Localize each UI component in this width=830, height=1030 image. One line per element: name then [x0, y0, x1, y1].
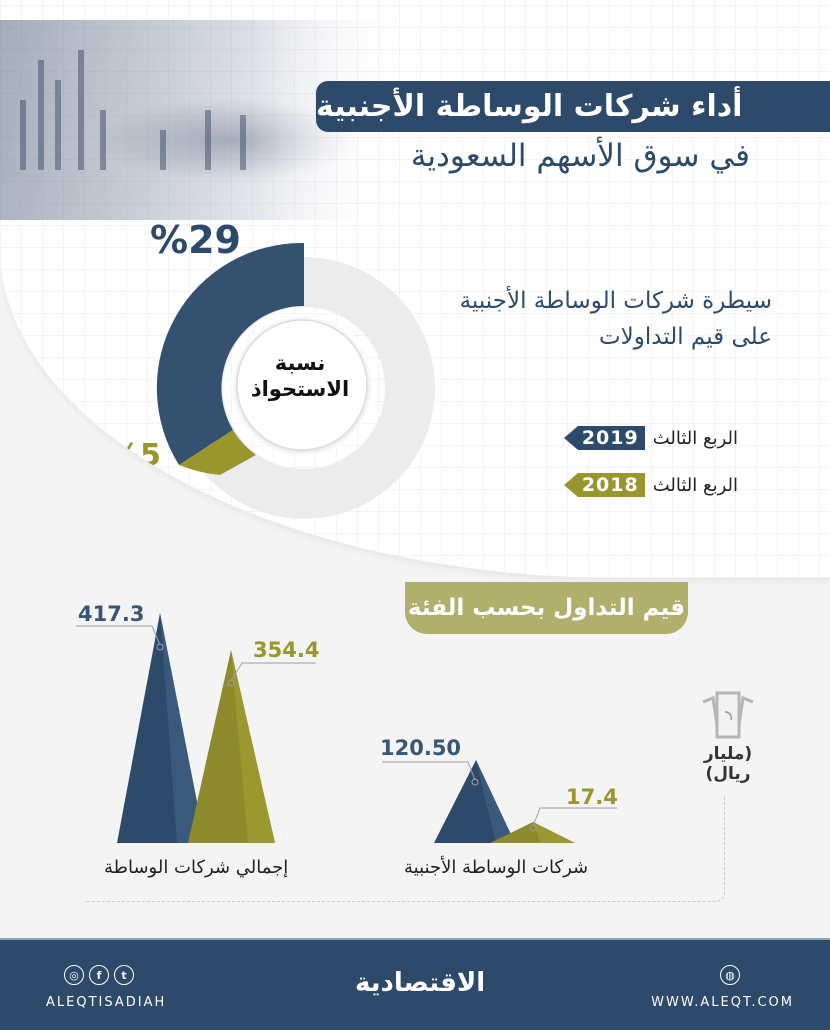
- donut-segment-2019: [156, 242, 304, 465]
- legend-label: الربع الثالث: [652, 474, 738, 496]
- legend-year-tag: 2019: [563, 426, 645, 450]
- unit-indicator: (مليار ريال): [683, 690, 773, 784]
- legend-year-tag: 2018: [563, 473, 645, 497]
- instagram-icon[interactable]: ◎: [64, 965, 84, 985]
- title-banner: أداء شركات الوساطة الأجنبية: [316, 81, 830, 132]
- value-total-2018: 354.4: [253, 638, 319, 662]
- section-title: قيم التداول بحسب الفئة: [405, 582, 688, 634]
- social-links: ◎ f t: [64, 965, 134, 985]
- donut-value-2018: %5: [110, 438, 161, 473]
- legend-label: الربع الثالث: [652, 427, 738, 449]
- footer: ◎ f t ALEQTISADIAH الاقتصادية ◍ WWW.ALEQ…: [0, 938, 830, 1030]
- page-subtitle: في سوق الأسهم السعودية: [410, 138, 750, 174]
- value-foreign-2018: 17.4: [566, 785, 618, 809]
- bar-chart: 417.3 354.4 120.50 17.4: [76, 602, 618, 843]
- dashed-guide: [85, 796, 725, 902]
- donut-segment-2018: [179, 430, 256, 475]
- legend-item-2018: الربع الثالث 2018: [563, 473, 738, 497]
- donut-chart: [156, 242, 435, 519]
- info-line2: على قيم التداولات: [598, 324, 772, 350]
- donut-value-2019: %29: [150, 218, 241, 262]
- donut-center-label: نسبة الاستحواذ: [240, 350, 360, 402]
- unit-label: (مليار ريال): [703, 744, 753, 784]
- center-label-line1: نسبة: [274, 351, 326, 375]
- banknotes-icon: [702, 691, 754, 739]
- category-label-total: إجمالي شركات الوساطة: [104, 857, 289, 878]
- page-title: أداء شركات الوساطة الأجنبية: [316, 89, 743, 124]
- legend-item-2019: الربع الثالث 2019: [563, 426, 738, 450]
- website-link[interactable]: WWW.ALEQT.COM: [651, 995, 794, 1010]
- facebook-icon[interactable]: f: [89, 965, 109, 985]
- social-handle[interactable]: ALEQTISADIAH: [46, 995, 167, 1010]
- value-foreign-2019: 120.50: [380, 736, 461, 760]
- top-panel: أداء شركات الوساطة الأجنبية في سوق الأسه…: [0, 0, 830, 578]
- brand-logo: الاقتصادية: [355, 968, 486, 998]
- center-label-line2: الاستحواذ: [250, 377, 350, 401]
- donut-info-title: سيطرة شركات الوساطة الأجنبية على قيم الت…: [392, 283, 772, 355]
- value-total-2019: 417.3: [78, 602, 144, 626]
- category-label-foreign: شركات الوساطة الأجنبية: [404, 857, 589, 878]
- info-line1: سيطرة شركات الوساطة الأجنبية: [459, 288, 772, 314]
- twitter-icon[interactable]: t: [114, 965, 134, 985]
- website-icon[interactable]: ◍: [720, 965, 740, 985]
